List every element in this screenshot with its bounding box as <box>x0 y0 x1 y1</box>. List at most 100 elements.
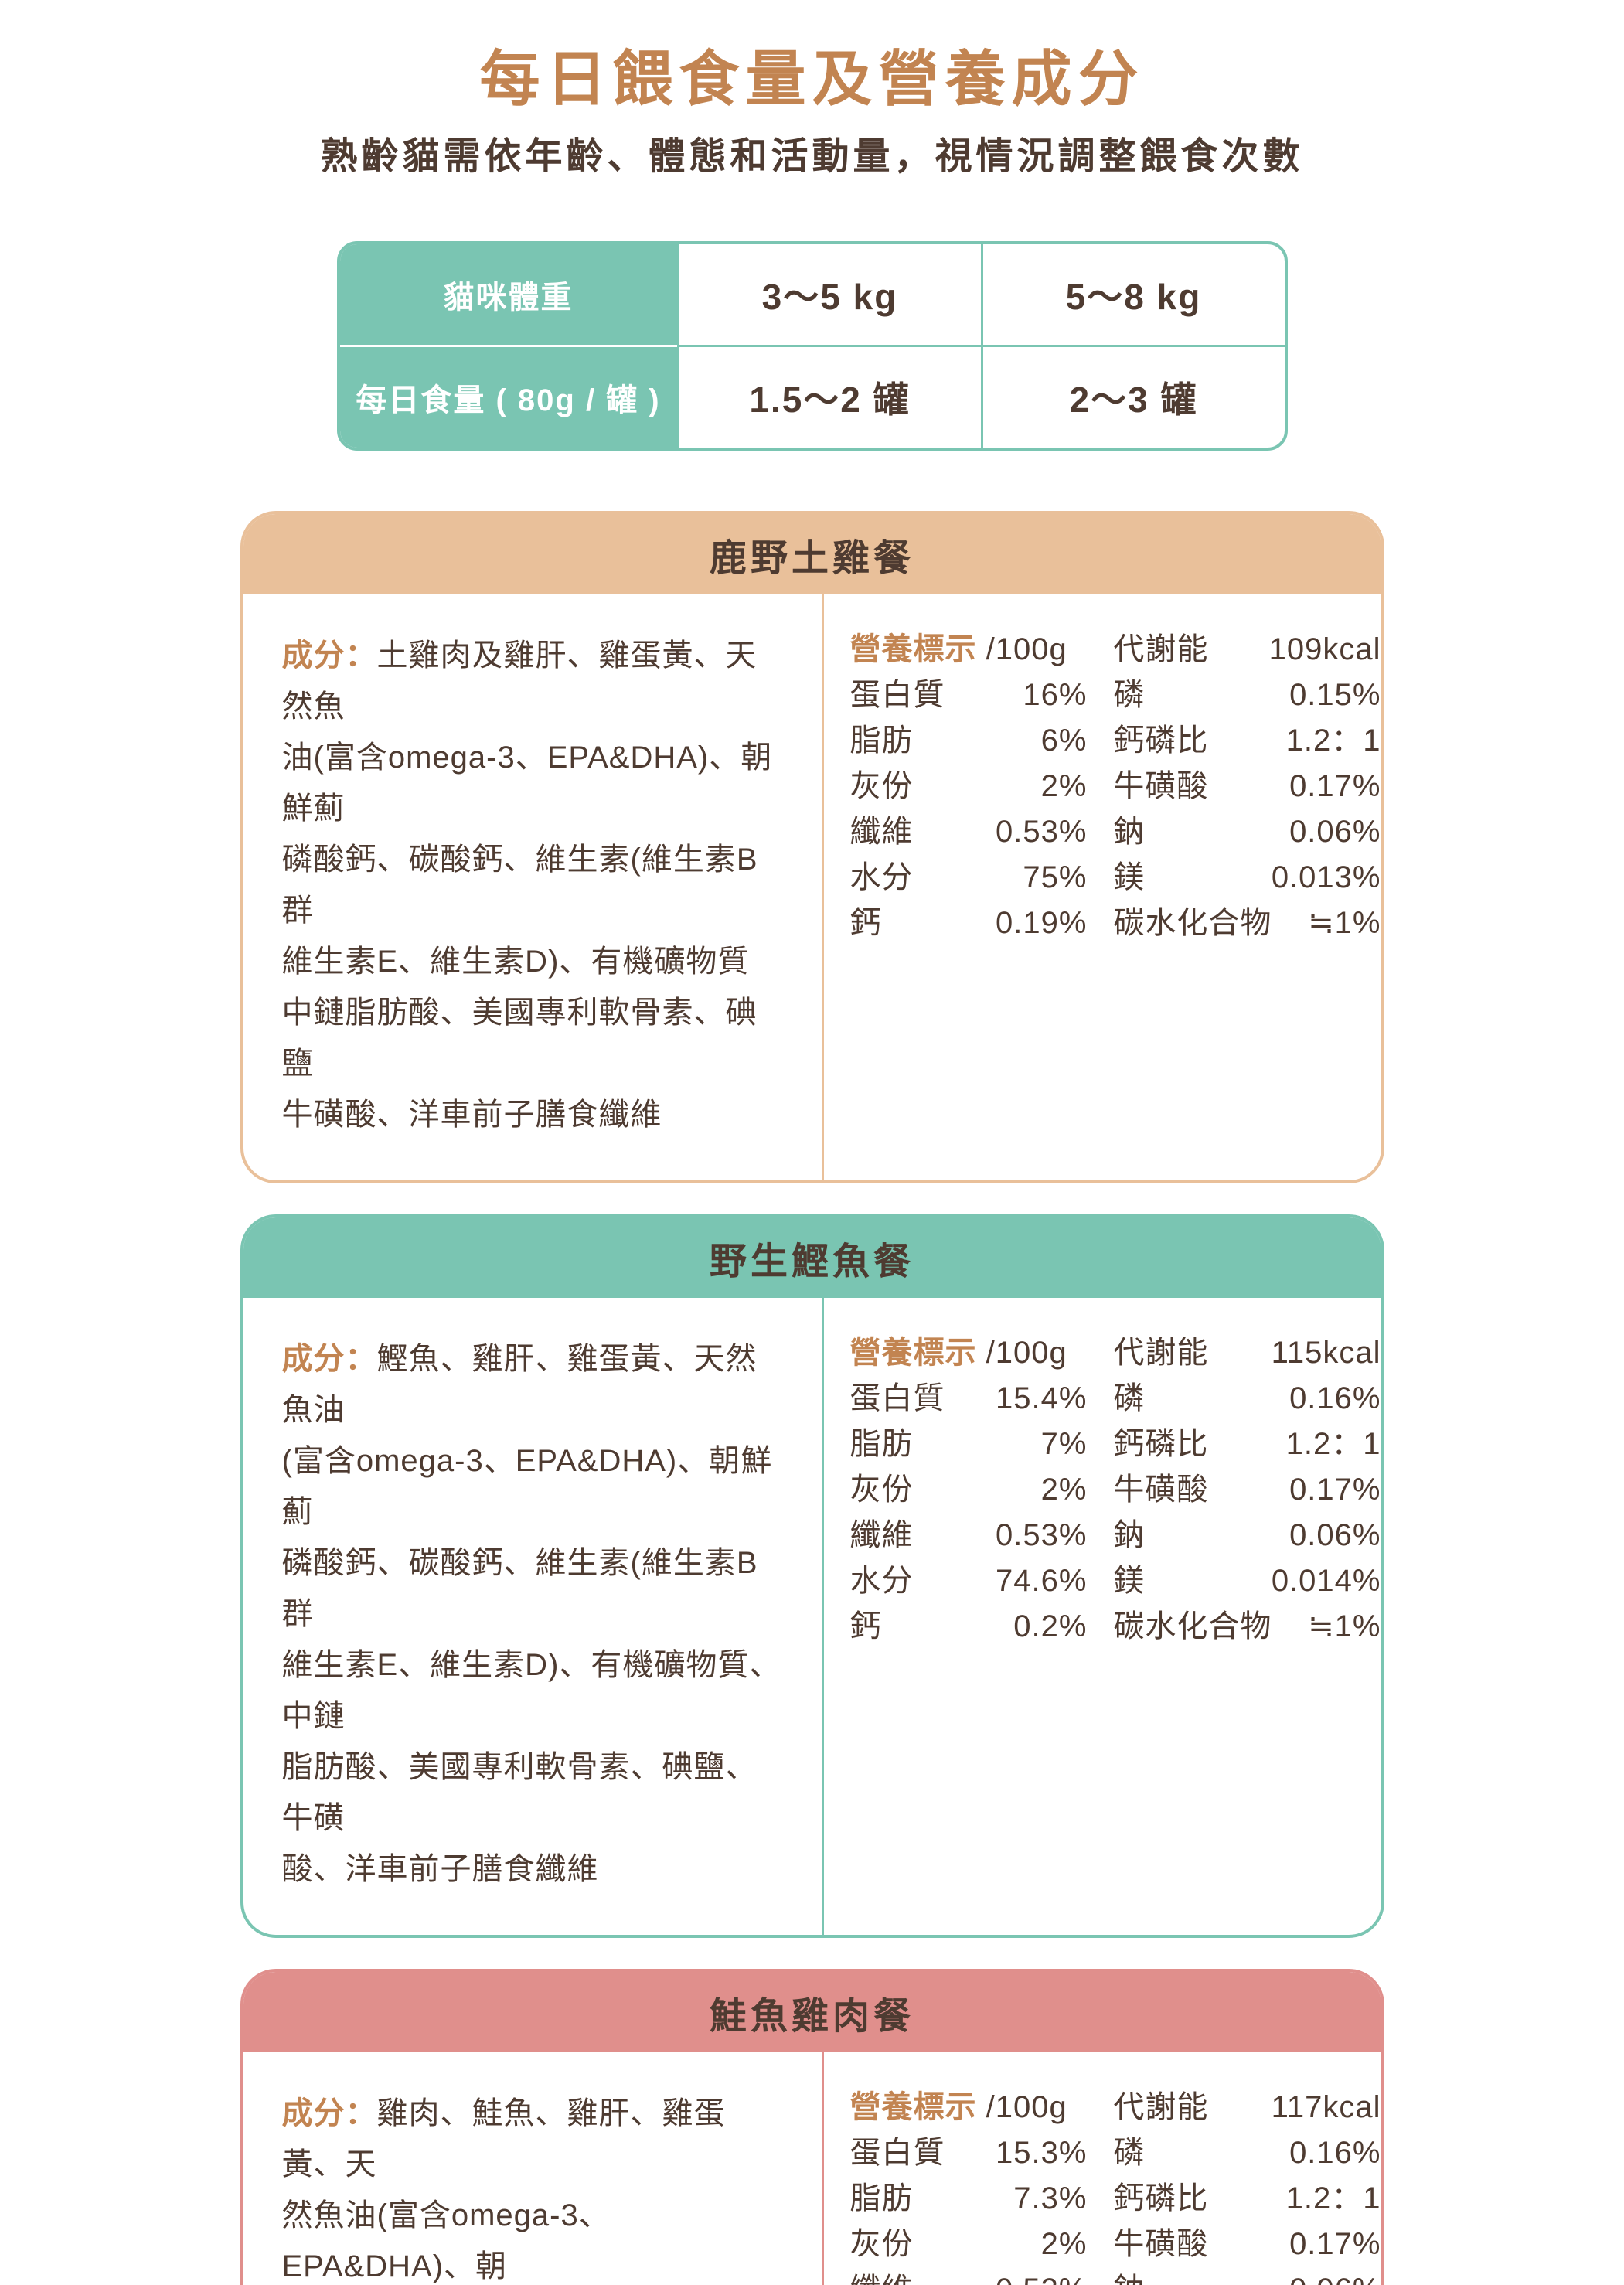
nutrition-value: 2% <box>1040 769 1088 804</box>
nutrition-label: 蛋白質 <box>849 1381 945 1416</box>
nutrition-value: 0.17% <box>1289 1473 1381 1507</box>
nutrition-header-label: 營養標示 /100g <box>850 1330 1067 1376</box>
nutrition-label: 灰份 <box>849 1473 914 1507</box>
meal-card-header: 鮭魚雞肉餐 <box>243 1972 1381 2053</box>
nutrition-title: 營養標示 <box>849 632 977 667</box>
nutrition-row: 鎂 0.013% <box>1113 855 1381 901</box>
nutrition-row: 脂肪 6% <box>850 718 1088 764</box>
nutrition-value: 0.53% <box>996 2267 1087 2285</box>
nutrition-label: 鎂 <box>1113 1564 1146 1599</box>
nutrition-row: 鈉 0.06% <box>1113 2267 1381 2285</box>
nutrition-value: 7% <box>1040 1427 1088 1462</box>
nutrition-value: 115kcal <box>1271 1336 1381 1371</box>
nutrition-label: 牛磺酸 <box>1113 1473 1209 1507</box>
nutrition-value: 0.19% <box>995 906 1088 941</box>
ingredients-label: 成分： <box>281 1342 377 1377</box>
nutrition-row: 磷 0.15% <box>1113 673 1381 718</box>
feeding-table-cell-weight-large: 5～8 kg <box>980 244 1285 346</box>
nutrition-value: 0.014% <box>1271 1564 1381 1599</box>
nutrition-value: 0.17% <box>1289 2227 1381 2262</box>
nutrition-label: 鈣 <box>849 906 882 941</box>
nutrition-row: 牛磺酸 0.17% <box>1113 2222 1381 2267</box>
nutrition-label: 牛磺酸 <box>1113 769 1209 804</box>
nutrition-label: 蛋白質 <box>849 2136 945 2171</box>
nutrition-value: 1.2：1 <box>1285 2181 1381 2216</box>
feeding-table-row-label-amount: 每日食量 ( 80g / 罐 ) <box>339 345 677 448</box>
nutrition-value: 7.3% <box>1013 2181 1088 2216</box>
nutrition-right-column: 代謝能117kcal磷0.16%鈣磷比1.2：1牛磺酸0.17%鈉0.06%鎂0… <box>1113 2085 1381 2285</box>
nutrition-value: 0.15% <box>1289 678 1381 713</box>
ingredients-text: 雞肉、鮭魚、雞肝、雞蛋黃、天 然魚油(富含omega-3、EPA&DHA)、朝 … <box>281 2096 726 2284</box>
nutrition-header-row: 營養標示 /100g <box>850 627 1088 673</box>
nutrition-row: 蛋白質 15.4% <box>850 1376 1088 1422</box>
nutrition-row: 蛋白質 15.3% <box>850 2130 1088 2176</box>
nutrition-value: ≒1% <box>1308 906 1381 941</box>
nutrition-row: 代謝能 117kcal <box>1113 2085 1381 2130</box>
nutrition-row: 水分 75% <box>850 855 1088 901</box>
nutrition-row: 代謝能 109kcal <box>1113 627 1381 673</box>
nutrition-unit: /100g <box>986 1336 1067 1371</box>
meal-card-body: 成分：雞肉、鮭魚、雞肝、雞蛋黃、天 然魚油(富含omega-3、EPA&DHA)… <box>243 2052 1381 2285</box>
nutrition-label: 代謝能 <box>1113 2090 1209 2125</box>
nutrition-value: 2% <box>1040 2227 1088 2262</box>
nutrition-value: 109kcal <box>1268 632 1381 667</box>
meal-card-body: 成分：土雞肉及雞肝、雞蛋黃、天然魚 油(富含omega-3、EPA&DHA)、朝… <box>243 594 1381 1181</box>
nutrition-row: 鎂 0.014% <box>1113 1558 1381 1604</box>
meal-card: 鮭魚雞肉餐 成分：雞肉、鮭魚、雞肝、雞蛋黃、天 然魚油(富含omega-3、EP… <box>240 1969 1384 2285</box>
nutrition-row: 代謝能 115kcal <box>1113 1330 1381 1376</box>
nutrition-value: 0.013% <box>1271 860 1381 895</box>
nutrition-value: 0.06% <box>1289 815 1381 850</box>
nutrition-unit: /100g <box>986 632 1067 667</box>
nutrition-value: 117kcal <box>1271 2090 1381 2125</box>
nutrition-label: 代謝能 <box>1113 1336 1209 1371</box>
nutrition-value: 0.06% <box>1289 2267 1381 2285</box>
nutrition-row: 灰份 2% <box>850 2222 1088 2267</box>
nutrition-label: 水分 <box>849 860 914 895</box>
nutrition-label: 代謝能 <box>1113 632 1209 667</box>
nutrition-row: 鈣磷比 1.2：1 <box>1113 1422 1381 1467</box>
meal-title: 野生鰹魚餐 <box>709 1241 914 1283</box>
nutrition-header-label: 營養標示 /100g <box>850 627 1067 673</box>
nutrition-label: 鈣磷比 <box>1113 2181 1209 2216</box>
nutrition-label: 灰份 <box>849 769 914 804</box>
nutrition-label: 鈉 <box>1113 2267 1145 2285</box>
meal-cards: 鹿野土雞餐 成分：土雞肉及雞肝、雞蛋黃、天然魚 油(富含omega-3、EPA&… <box>240 511 1384 2285</box>
nutrition-label: 磷 <box>1113 2136 1146 2171</box>
ingredients-label: 成分： <box>281 2096 377 2131</box>
meal-card: 野生鰹魚餐 成分：鰹魚、雞肝、雞蛋黃、天然魚油 (富含omega-3、EPA&D… <box>240 1214 1384 1939</box>
nutrition-value: 1.2：1 <box>1285 1427 1381 1462</box>
meal-nutrition: 營養標示 /100g 蛋白質 16% 脂肪 6% 灰份 2% 纖維 0.53% 水分 75% 鈣 0.… <box>821 594 1381 1181</box>
feeding-table-cell-weight-small: 3～5 kg <box>676 244 981 346</box>
nutrition-value: 0.2% <box>1013 1609 1088 1644</box>
nutrition-value: 6% <box>1040 724 1088 758</box>
feeding-table: 貓咪體重 3～5 kg 5～8 kg 每日食量 ( 80g / 罐 ) 1.5～… <box>336 241 1288 451</box>
meal-nutrition: 營養標示 /100g 蛋白質15.3%脂肪7.3%灰份2%纖維0.53%水分74… <box>821 2052 1381 2285</box>
nutrition-label: 纖維 <box>849 815 914 850</box>
nutrition-row: 鈣 0.19% <box>850 901 1088 946</box>
nutrition-label: 碳水化合物 <box>1113 906 1272 941</box>
nutrition-left-column: 營養標示 /100g 蛋白質 16% 脂肪 6% 灰份 2% 纖維 0.53% 水分 75% 鈣 0.… <box>850 627 1088 946</box>
nutrition-title: 營養標示 <box>849 2090 977 2125</box>
nutrition-unit: /100g <box>986 2090 1067 2125</box>
nutrition-header-label: 營養標示 /100g <box>850 2085 1067 2130</box>
nutrition-value: 2% <box>1040 1473 1088 1507</box>
nutrition-value: 15.3% <box>995 2136 1088 2171</box>
nutrition-label: 蛋白質 <box>849 678 945 713</box>
nutrition-row: 碳水化合物 ≒1% <box>1113 1604 1381 1650</box>
nutrition-label: 鈣磷比 <box>1113 1427 1209 1462</box>
meal-card-body: 成分：鰹魚、雞肝、雞蛋黃、天然魚油 (富含omega-3、EPA&DHA)、朝鮮… <box>243 1298 1381 1936</box>
nutrition-value: 15.4% <box>995 1381 1088 1416</box>
nutrition-value: 0.16% <box>1289 2136 1381 2171</box>
nutrition-label: 纖維 <box>850 2267 914 2285</box>
page-title: 每日餵食量及營養成分 <box>479 45 1145 113</box>
nutrition-right-column: 代謝能 109kcal 磷 0.15% 鈣磷比 1.2：1 牛磺酸 0.17% 鈉 0.06% 鎂 0… <box>1113 627 1381 946</box>
nutrition-label: 脂肪 <box>849 724 914 758</box>
meal-ingredients: 成分：雞肉、鮭魚、雞肝、雞蛋黃、天 然魚油(富含omega-3、EPA&DHA)… <box>243 2052 822 2285</box>
ingredients-text: 鰹魚、雞肝、雞蛋黃、天然魚油 (富含omega-3、EPA&DHA)、朝鮮薊 磷… <box>281 1342 781 1887</box>
nutrition-row: 磷 0.16% <box>1113 1376 1381 1422</box>
nutrition-row: 牛磺酸 0.17% <box>1113 764 1381 809</box>
nutrition-label: 鈣 <box>849 1609 882 1644</box>
meal-card-header: 鹿野土雞餐 <box>243 514 1381 595</box>
ingredients-label: 成分： <box>281 639 377 673</box>
